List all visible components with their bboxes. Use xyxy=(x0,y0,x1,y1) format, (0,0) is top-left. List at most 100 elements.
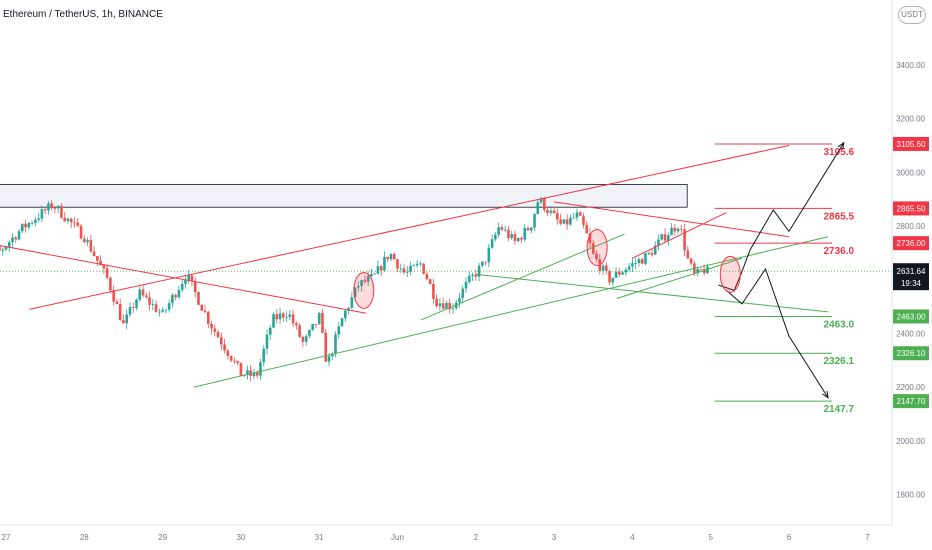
candle-body xyxy=(578,212,582,216)
candle-body xyxy=(507,229,510,239)
trend-line-red xyxy=(632,212,727,259)
candle-body xyxy=(301,336,305,342)
candle-body xyxy=(161,309,164,312)
price-tick-label: 2200.00 xyxy=(896,383,925,392)
candle-body xyxy=(50,203,53,209)
level-label: 2326.1 xyxy=(823,356,854,367)
candle-body xyxy=(272,314,275,328)
candle-body xyxy=(298,325,301,337)
candle-body xyxy=(324,332,328,362)
currency-badge[interactable]: USDT xyxy=(898,6,926,24)
time-tick-label: 29 xyxy=(158,533,167,542)
candle-body xyxy=(164,309,168,311)
candle-body xyxy=(552,210,556,214)
price-tick-label: 2400.00 xyxy=(896,329,925,338)
candle-body xyxy=(340,318,344,327)
time-axis[interactable]: 27 28 29 30 31 Jun 2 3 4 5 6 7 xyxy=(2,533,871,542)
candle-body xyxy=(386,256,390,260)
candle-body xyxy=(141,289,145,296)
candle-body xyxy=(177,289,181,298)
candle-body xyxy=(193,281,197,293)
candle-body xyxy=(66,218,70,222)
candle-body xyxy=(471,274,474,276)
candle-body xyxy=(102,265,106,269)
candle-body xyxy=(317,313,321,324)
candle-body xyxy=(311,323,314,331)
candle-body xyxy=(680,228,683,230)
time-tick-label: 3 xyxy=(552,533,557,542)
candle-body xyxy=(197,292,200,305)
candle-body xyxy=(53,208,57,209)
candle-body xyxy=(634,263,637,264)
candle-body xyxy=(115,301,119,305)
candle-body xyxy=(255,372,259,376)
candle-body xyxy=(494,234,497,240)
candle-body xyxy=(0,246,1,251)
candle-body xyxy=(330,353,334,357)
candle-body xyxy=(405,271,409,273)
candle-body xyxy=(425,273,429,280)
candle-body xyxy=(206,312,210,324)
candle-body xyxy=(11,237,14,243)
supply-zone-rect xyxy=(0,183,688,208)
candle-body xyxy=(441,303,445,309)
candle-body xyxy=(158,311,161,313)
candle-body xyxy=(7,242,11,247)
candle-body xyxy=(467,275,471,282)
price-axis[interactable]: 3400.00 3200.00 3000.00 2800.00 2400.00 2200.… xyxy=(896,61,925,500)
candle-body xyxy=(549,210,553,213)
candles-layer xyxy=(0,196,709,382)
candle-body xyxy=(503,229,507,231)
candle-body xyxy=(614,271,618,278)
candle-body xyxy=(171,295,174,304)
time-tick-label: 31 xyxy=(315,533,324,542)
candle-body xyxy=(605,265,608,271)
price-tag-label: 2326.10 xyxy=(897,349,926,358)
candle-body xyxy=(370,273,373,277)
candle-body xyxy=(399,268,403,270)
candle-body xyxy=(1,249,5,251)
candle-body xyxy=(383,256,386,271)
candle-body xyxy=(529,227,533,231)
trend-line-green xyxy=(475,273,829,313)
candle-body xyxy=(69,218,73,223)
candle-body xyxy=(203,310,207,313)
candle-body xyxy=(105,268,109,278)
candle-body xyxy=(650,252,654,255)
supply-zone-layer xyxy=(0,183,688,208)
candle-body xyxy=(350,297,354,308)
candle-body xyxy=(210,323,213,329)
candle-body xyxy=(226,350,230,356)
candle-body xyxy=(484,261,487,263)
candle-body xyxy=(582,215,585,225)
candle-body xyxy=(640,259,644,264)
candle-body xyxy=(252,372,256,377)
candle-body xyxy=(663,234,667,241)
candle-body xyxy=(513,234,517,242)
candle-body xyxy=(282,313,285,318)
candle-body xyxy=(353,287,357,298)
candle-body xyxy=(627,266,631,270)
candle-body xyxy=(14,237,18,240)
time-tick-label: 28 xyxy=(80,533,89,542)
candle-body xyxy=(575,212,579,218)
trend-line-green xyxy=(616,257,743,299)
candle-body xyxy=(415,263,419,266)
candle-body xyxy=(670,227,673,236)
candle-body xyxy=(27,222,31,228)
candle-body xyxy=(699,269,703,270)
level-label: 2147.7 xyxy=(823,404,854,415)
candle-body xyxy=(187,275,190,281)
price-tag xyxy=(893,394,929,409)
candle-body xyxy=(40,209,44,219)
candle-body xyxy=(490,239,494,248)
highlight-circle xyxy=(586,228,608,266)
time-tick-label: 7 xyxy=(865,533,870,542)
candle-body xyxy=(543,198,546,210)
candle-body xyxy=(644,253,647,264)
candle-body xyxy=(451,308,455,310)
candle-body xyxy=(216,331,220,338)
trend-line-red xyxy=(29,144,790,310)
candle-body xyxy=(666,235,670,241)
